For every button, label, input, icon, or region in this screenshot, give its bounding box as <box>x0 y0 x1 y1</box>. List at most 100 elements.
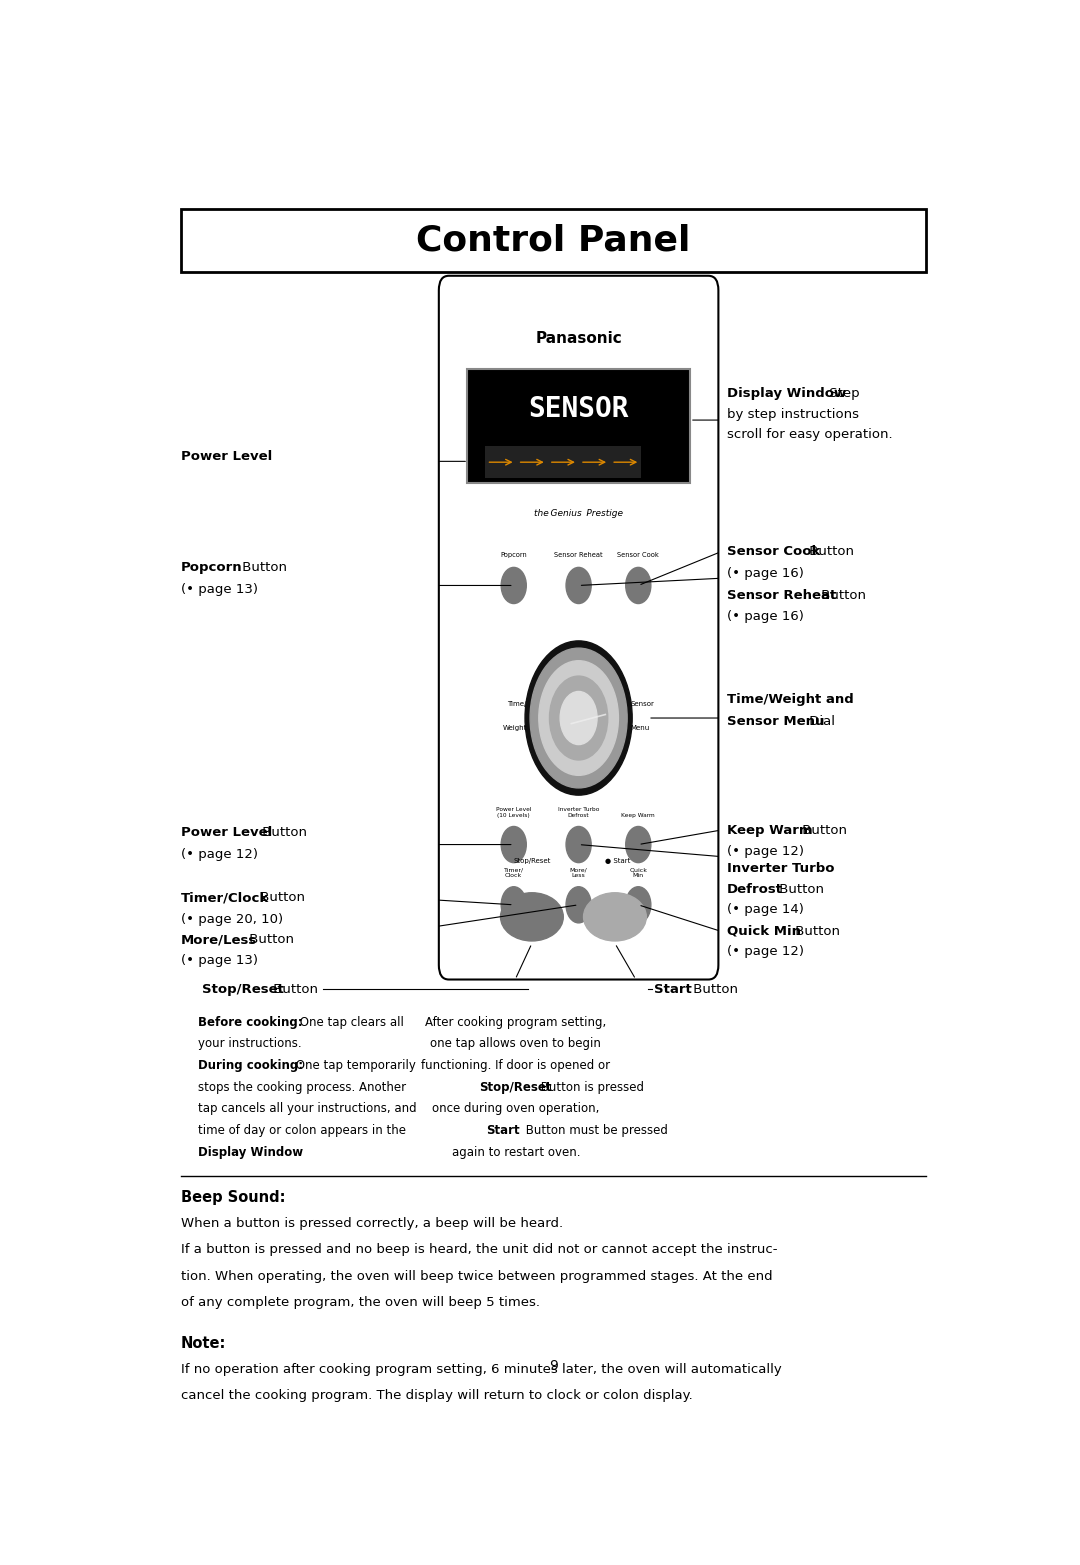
Text: Button: Button <box>775 883 824 895</box>
FancyBboxPatch shape <box>438 275 718 980</box>
Text: (• page 13): (• page 13) <box>181 953 258 967</box>
Text: Power Level: Power Level <box>181 451 272 463</box>
Text: Button is pressed: Button is pressed <box>537 1081 644 1094</box>
Circle shape <box>561 692 597 745</box>
Circle shape <box>539 660 619 775</box>
Ellipse shape <box>500 892 564 941</box>
Text: If a button is pressed and no beep is heard, the unit did not or cannot accept t: If a button is pressed and no beep is he… <box>181 1244 778 1257</box>
Circle shape <box>566 887 591 923</box>
Text: Timer/Clock: Timer/Clock <box>181 890 269 905</box>
Text: Start: Start <box>653 983 691 995</box>
Text: Sensor Menu: Sensor Menu <box>727 715 824 728</box>
Text: .: . <box>294 1146 298 1158</box>
FancyBboxPatch shape <box>181 210 926 272</box>
Text: Step: Step <box>825 387 860 401</box>
Text: Quick
Min: Quick Min <box>630 867 647 878</box>
Circle shape <box>625 887 651 923</box>
Text: Button: Button <box>818 588 866 601</box>
Text: Stop/Reset: Stop/Reset <box>202 983 284 995</box>
Text: Button must be pressed: Button must be pressed <box>522 1124 667 1138</box>
Text: Sensor: Sensor <box>631 701 654 706</box>
Text: tion. When operating, the oven will beep twice between programmed stages. At the: tion. When operating, the oven will beep… <box>181 1269 772 1283</box>
Ellipse shape <box>583 892 646 941</box>
Text: Beep Sound:: Beep Sound: <box>181 1191 285 1205</box>
Circle shape <box>550 676 608 761</box>
Text: Sensor Reheat: Sensor Reheat <box>727 588 836 601</box>
Text: 9: 9 <box>549 1360 558 1374</box>
Text: (• page 16): (• page 16) <box>727 567 804 581</box>
Text: Note:: Note: <box>181 1337 227 1351</box>
Text: Power Level: Power Level <box>181 826 272 839</box>
Text: Power Level
(10 Levels): Power Level (10 Levels) <box>496 808 531 818</box>
Text: During cooking:: During cooking: <box>198 1060 302 1072</box>
Text: (• page 12): (• page 12) <box>181 848 258 861</box>
Circle shape <box>530 648 627 787</box>
Text: Display Window: Display Window <box>198 1146 302 1158</box>
Text: More/
Less: More/ Less <box>570 867 588 878</box>
Circle shape <box>525 642 632 795</box>
Text: scroll for easy operation.: scroll for easy operation. <box>727 429 892 441</box>
Text: Dial: Dial <box>806 715 836 728</box>
Circle shape <box>566 826 591 862</box>
Text: Time/Weight and: Time/Weight and <box>727 693 853 706</box>
Text: Button: Button <box>258 826 307 839</box>
Text: Display Window: Display Window <box>727 387 846 401</box>
Text: One tap clears all: One tap clears all <box>296 1016 404 1028</box>
Text: Button: Button <box>689 983 738 995</box>
Text: Menu: Menu <box>631 725 650 731</box>
Text: (• page 16): (• page 16) <box>727 610 804 623</box>
Text: (• page 14): (• page 14) <box>727 903 804 916</box>
Text: Start: Start <box>486 1124 521 1138</box>
Text: (• page 12): (• page 12) <box>727 845 804 858</box>
Text: Keep Warm: Keep Warm <box>727 823 812 837</box>
Text: SENSOR: SENSOR <box>528 394 629 423</box>
Text: tap cancels all your instructions, and: tap cancels all your instructions, and <box>198 1102 417 1116</box>
Text: Time/: Time/ <box>508 701 527 706</box>
Text: again to restart oven.: again to restart oven. <box>451 1146 580 1158</box>
Text: Inverter Turbo
Defrost: Inverter Turbo Defrost <box>558 808 599 818</box>
Text: Popcorn: Popcorn <box>500 552 527 557</box>
Text: Sensor Reheat: Sensor Reheat <box>554 552 603 557</box>
Text: Panasonic: Panasonic <box>536 330 622 346</box>
Text: Defrost: Defrost <box>727 883 783 895</box>
Text: once during oven operation,: once during oven operation, <box>432 1102 599 1116</box>
Circle shape <box>566 568 591 604</box>
Text: Button: Button <box>806 545 854 559</box>
Text: (• page 12): (• page 12) <box>727 945 804 958</box>
Text: Button: Button <box>792 925 840 937</box>
Text: cancel the cooking program. The display will return to clock or colon display.: cancel the cooking program. The display … <box>181 1390 692 1402</box>
Text: If no operation after cooking program setting, 6 minutes later, the oven will au: If no operation after cooking program se… <box>181 1363 782 1376</box>
Text: (• page 20, 10): (• page 20, 10) <box>181 912 283 926</box>
Text: Timer/
Clock: Timer/ Clock <box>503 867 524 878</box>
Text: by step instructions: by step instructions <box>727 407 859 421</box>
Text: time of day or colon appears in the: time of day or colon appears in the <box>198 1124 406 1138</box>
Text: (• page 13): (• page 13) <box>181 582 258 596</box>
Text: Keep Warm: Keep Warm <box>621 814 656 818</box>
Text: Button: Button <box>256 890 306 905</box>
Text: ● Start: ● Start <box>605 858 631 864</box>
Text: Stop/Reset: Stop/Reset <box>480 1081 552 1094</box>
Text: functioning. If door is opened or: functioning. If door is opened or <box>421 1060 610 1072</box>
Text: After cooking program setting,: After cooking program setting, <box>426 1016 607 1028</box>
Circle shape <box>625 568 651 604</box>
Circle shape <box>625 826 651 862</box>
Circle shape <box>501 568 526 604</box>
Text: Sensor Cook: Sensor Cook <box>727 545 820 559</box>
Text: Button: Button <box>245 933 295 947</box>
Text: Button: Button <box>269 983 318 995</box>
Text: More/Less: More/Less <box>181 933 257 947</box>
Text: Weight: Weight <box>502 725 527 731</box>
Text: Control Panel: Control Panel <box>416 224 691 258</box>
Text: Button: Button <box>798 823 847 837</box>
Text: the Genius  Prestige: the Genius Prestige <box>535 509 623 518</box>
Text: Inverter Turbo: Inverter Turbo <box>727 862 834 875</box>
Text: Button: Button <box>238 560 287 574</box>
Bar <box>485 446 640 479</box>
Text: Quick Min: Quick Min <box>727 925 800 937</box>
Text: stops the cooking process. Another: stops the cooking process. Another <box>198 1081 406 1094</box>
Text: one tap allows oven to begin: one tap allows oven to begin <box>431 1038 602 1050</box>
Circle shape <box>501 887 526 923</box>
Text: your instructions.: your instructions. <box>198 1038 301 1050</box>
Text: Stop/Reset: Stop/Reset <box>513 858 551 864</box>
Text: Popcorn: Popcorn <box>181 560 243 574</box>
